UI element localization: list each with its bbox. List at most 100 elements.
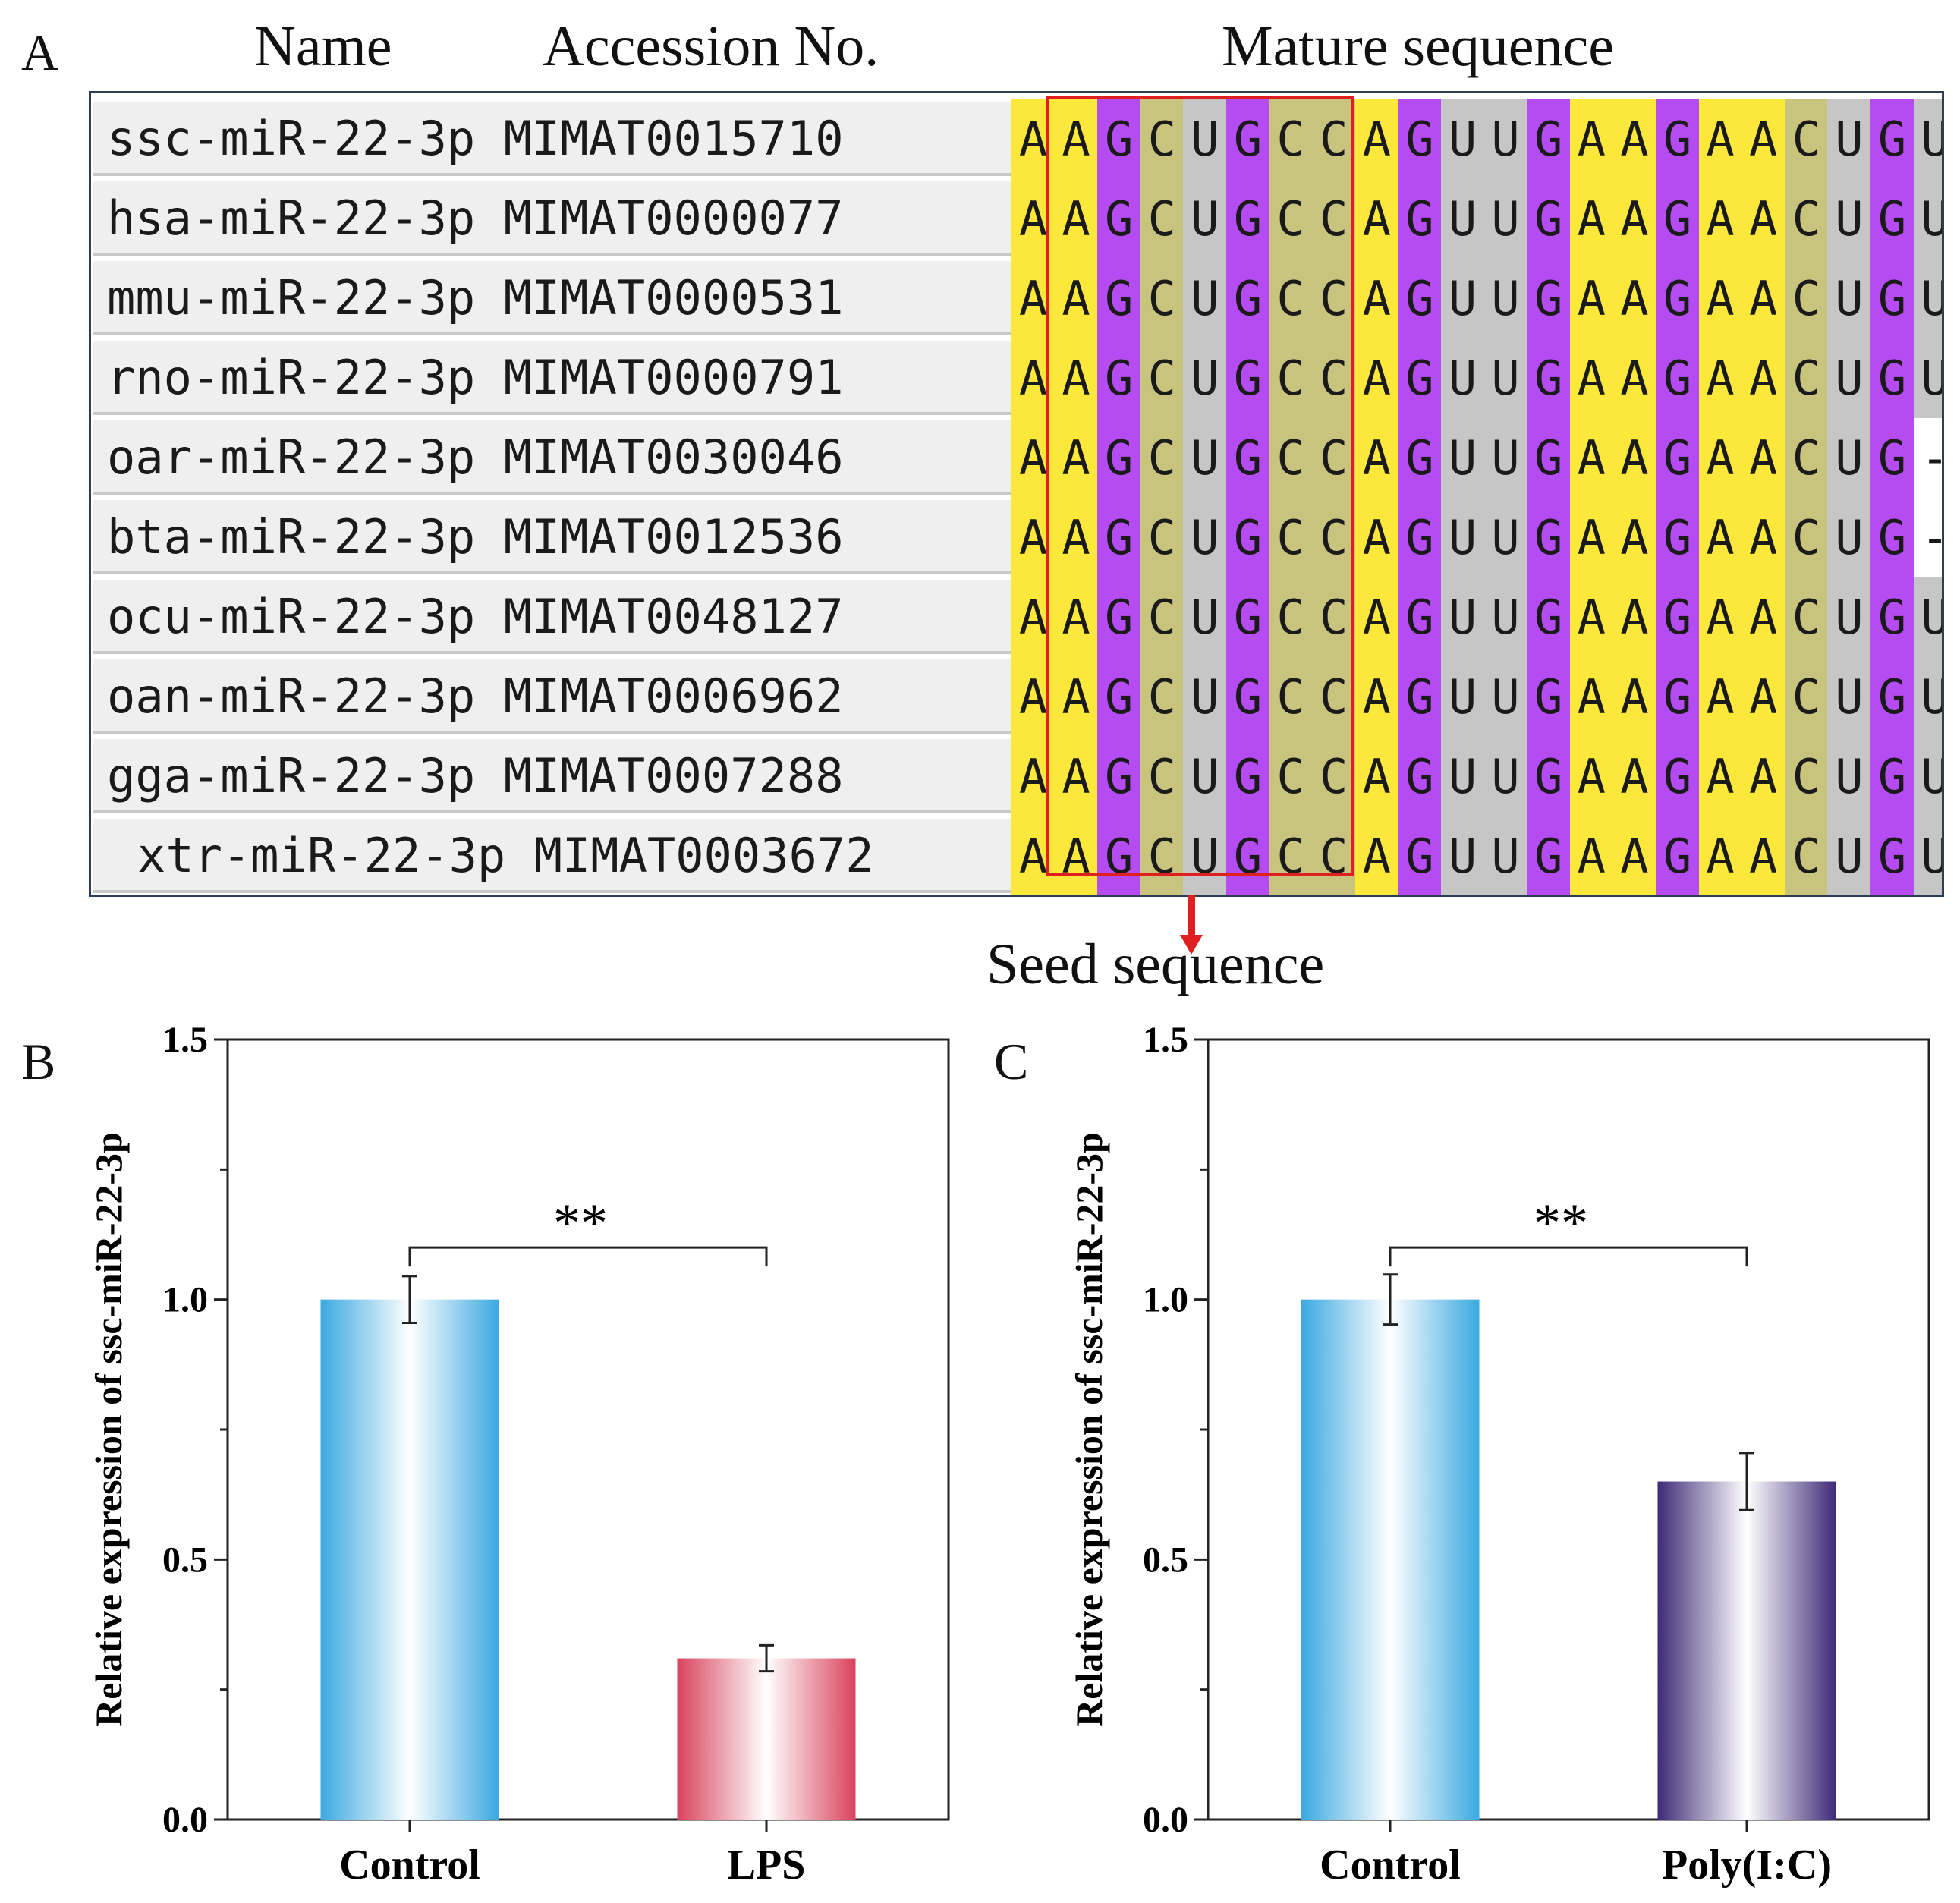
nucleotide-cell: U: [1183, 259, 1227, 338]
bar-control: [1301, 1299, 1480, 1820]
nucleotide-cell: C: [1784, 259, 1828, 338]
mirna-name: rno-miR-22-3p: [107, 350, 476, 405]
nucleotide-cell: U: [1827, 737, 1871, 816]
nucleotide-cell: U: [1913, 259, 1942, 338]
mirna-name: bta-miR-22-3p: [107, 509, 476, 565]
nucleotide-cell: U: [1483, 737, 1527, 816]
significance-marker: **: [1534, 1193, 1588, 1253]
chart-c: 0.0 0.5 1.0 1.5 Control Poly(I:C) ** Relative e…: [1068, 1020, 1930, 1889]
nucleotide-cell: G: [1097, 498, 1141, 577]
nucleotide-cell: G: [1097, 418, 1141, 498]
nucleotide-cell: A: [1612, 498, 1656, 577]
nucleotide-cell: A: [1612, 338, 1656, 418]
nucleotide-cell: U: [1183, 99, 1227, 179]
nucleotide-cell: A: [1612, 816, 1656, 895]
alignment-row-name: rno-miR-22-3p MIMAT0000791: [93, 341, 1011, 415]
nucleotide-cell: A: [1698, 259, 1742, 338]
nucleotide-cell: C: [1784, 737, 1828, 816]
nucleotide-cell: G: [1656, 816, 1699, 895]
nucleotide-cell: A: [1569, 259, 1613, 338]
nucleotide-cell: A: [1054, 577, 1098, 657]
nucleotide-cell: A: [1354, 338, 1398, 418]
nucleotide-cell: C: [1784, 99, 1828, 179]
nucleotide-cell: G: [1527, 259, 1571, 338]
nucleotide-cell: G: [1398, 816, 1442, 895]
nucleotide-cell: A: [1698, 498, 1742, 577]
nucleotide-cell: A: [1741, 338, 1785, 418]
y-axis-title: Relative expression of ssc-miR-22-3p: [1068, 1132, 1110, 1727]
nucleotide-cell: U: [1827, 259, 1871, 338]
accession-number: MIMAT0015710: [475, 111, 844, 166]
nucleotide-cell: A: [1569, 418, 1613, 498]
nucleotide-cell: G: [1870, 179, 1914, 259]
nucleotide-cell: G: [1527, 418, 1571, 498]
nucleotide-cell: G: [1398, 657, 1442, 737]
nucleotide-cell: A: [1054, 179, 1098, 259]
seed-sequence-box: [1046, 96, 1354, 876]
nucleotide-cell: G: [1226, 259, 1269, 338]
nucleotide-cell: G: [1398, 99, 1442, 179]
nucleotide-cell: C: [1269, 498, 1313, 577]
nucleotide-cell: -: [1913, 498, 1942, 577]
nucleotide-cell: G: [1226, 418, 1269, 498]
header-name: Name: [254, 14, 392, 78]
nucleotide-cell: G: [1656, 737, 1699, 816]
nucleotide-cell: U: [1827, 816, 1871, 895]
nucleotide-cell: -: [1913, 418, 1942, 498]
nucleotide-cell: G: [1527, 737, 1571, 816]
nucleotide-cell: C: [1140, 498, 1184, 577]
nucleotide-cell: C: [1312, 737, 1356, 816]
nucleotide-cell: U: [1183, 498, 1227, 577]
alignment-row-name: oar-miR-22-3p MIMAT0030046: [93, 420, 1011, 495]
accession-number: MIMAT0000791: [475, 350, 844, 405]
nucleotide-cell: G: [1398, 498, 1442, 577]
nucleotide-cell: C: [1269, 577, 1313, 657]
nucleotide-cell: G: [1398, 418, 1442, 498]
bar-control: [320, 1299, 499, 1820]
nucleotide-cell: G: [1398, 338, 1442, 418]
nucleotide-cell: A: [1354, 657, 1398, 737]
nucleotide-cell: U: [1441, 338, 1484, 418]
header-mature-sequence: Mature sequence: [1222, 14, 1614, 78]
mirna-name: oar-miR-22-3p: [107, 429, 476, 485]
nucleotide-cell: A: [1354, 498, 1398, 577]
nucleotide-cell: A: [1741, 737, 1785, 816]
nucleotide-cell: A: [1569, 737, 1613, 816]
nucleotide-cell: U: [1827, 498, 1871, 577]
nucleotide-cell: A: [1354, 737, 1398, 816]
nucleotide-cell: U: [1913, 179, 1942, 259]
alignment-row-name: oan-miR-22-3p MIMAT0006962: [93, 659, 1011, 734]
bar-lps: [677, 1658, 856, 1820]
nucleotide-cell: A: [1054, 418, 1098, 498]
nucleotide-cell: A: [1741, 498, 1785, 577]
nucleotide-cell: G: [1870, 657, 1914, 737]
nucleotide-cell: U: [1441, 498, 1484, 577]
nucleotide-cell: A: [1741, 259, 1785, 338]
nucleotide-cell: G: [1226, 179, 1269, 259]
nucleotide-cell: G: [1226, 577, 1269, 657]
nucleotide-cell: C: [1784, 338, 1828, 418]
mirna-name: ocu-miR-22-3p: [107, 589, 476, 644]
nucleotide-cell: U: [1183, 737, 1227, 816]
y-tick-label: 1.5: [1143, 1020, 1188, 1060]
nucleotide-cell: A: [1612, 577, 1656, 657]
alignment-row-name: hsa-miR-22-3p MIMAT0000077: [93, 181, 1011, 256]
mirna-name: hsa-miR-22-3p: [107, 190, 476, 246]
nucleotide-cell: A: [1698, 737, 1742, 816]
nucleotide-cell: U: [1483, 338, 1527, 418]
x-category-label: LPS: [728, 1842, 806, 1889]
nucleotide-cell: C: [1140, 577, 1184, 657]
nucleotide-cell: U: [1441, 657, 1484, 737]
x-category-label: Control: [1320, 1842, 1461, 1889]
mirna-name: gga-miR-22-3p: [107, 748, 476, 804]
nucleotide-cell: G: [1656, 498, 1699, 577]
nucleotide-cell: U: [1441, 418, 1484, 498]
nucleotide-cell: A: [1741, 816, 1785, 895]
nucleotide-cell: C: [1269, 259, 1313, 338]
y-tick-label: 1.0: [1143, 1280, 1188, 1320]
nucleotide-cell: C: [1312, 577, 1356, 657]
panel-label-b: B: [21, 1033, 56, 1090]
bar-polyic: [1657, 1481, 1836, 1820]
nucleotide-cell: U: [1913, 338, 1942, 418]
nucleotide-cell: A: [1698, 577, 1742, 657]
